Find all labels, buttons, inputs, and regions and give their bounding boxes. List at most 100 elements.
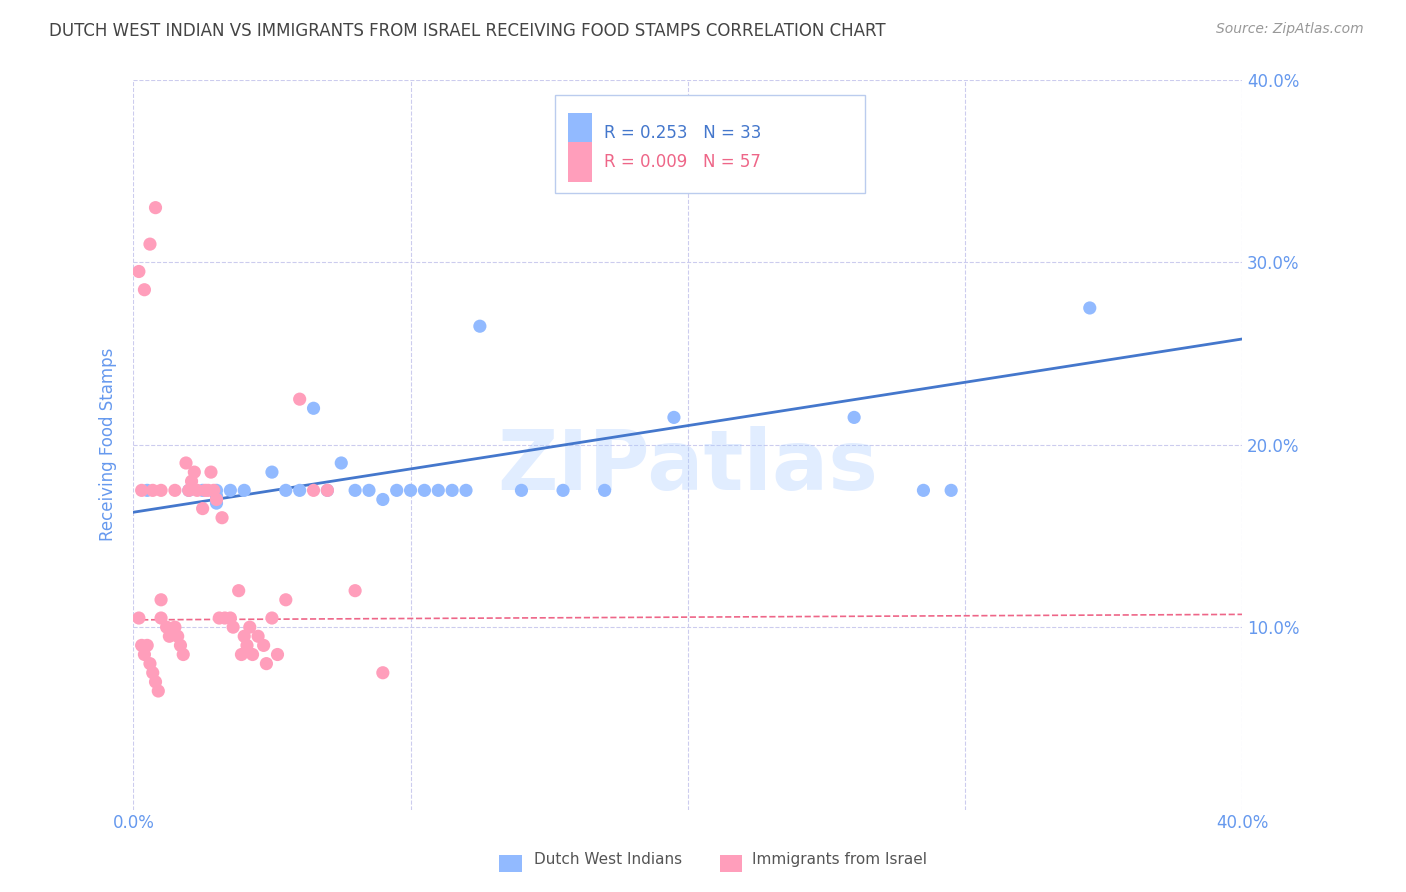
Point — [142, 483, 165, 498]
Point — [239, 620, 262, 634]
Bar — [568, 112, 592, 153]
Point — [344, 583, 367, 598]
Point — [912, 483, 935, 498]
Point — [191, 483, 214, 498]
Point — [174, 456, 197, 470]
Point — [441, 483, 464, 498]
Y-axis label: Receiving Food Stamps: Receiving Food Stamps — [100, 348, 117, 541]
Point — [260, 611, 283, 625]
Point — [136, 639, 159, 653]
Point — [145, 674, 167, 689]
Point — [371, 665, 394, 680]
Point — [288, 483, 311, 498]
Point — [236, 639, 259, 653]
Bar — [568, 142, 592, 182]
Point — [662, 410, 685, 425]
Point — [551, 483, 574, 498]
Point — [468, 319, 491, 334]
Point — [177, 483, 200, 498]
Point — [148, 684, 170, 698]
Point — [150, 611, 173, 625]
Point — [128, 264, 150, 278]
Point — [145, 201, 167, 215]
Point — [344, 483, 367, 498]
Point — [253, 639, 276, 653]
Point — [186, 483, 208, 498]
Point — [169, 639, 191, 653]
Point — [842, 410, 865, 425]
Point — [205, 496, 228, 510]
Point — [385, 483, 408, 498]
Point — [136, 483, 159, 498]
Point — [413, 483, 436, 498]
Point — [247, 629, 270, 643]
Point — [357, 483, 380, 498]
Point — [228, 583, 250, 598]
Point — [222, 620, 245, 634]
Point — [371, 492, 394, 507]
Point — [260, 465, 283, 479]
Text: DUTCH WEST INDIAN VS IMMIGRANTS FROM ISRAEL RECEIVING FOOD STAMPS CORRELATION CH: DUTCH WEST INDIAN VS IMMIGRANTS FROM ISR… — [49, 22, 886, 40]
Point — [219, 483, 242, 498]
Point — [194, 483, 217, 498]
Point — [155, 620, 177, 634]
Point — [593, 483, 616, 498]
Point — [128, 611, 150, 625]
Text: R = 0.253   N = 33: R = 0.253 N = 33 — [603, 124, 761, 142]
Point — [180, 475, 202, 489]
Point — [197, 483, 219, 498]
Point — [205, 492, 228, 507]
Point — [163, 620, 186, 634]
Point — [231, 648, 253, 662]
Point — [205, 483, 228, 498]
Point — [139, 237, 162, 252]
Point — [134, 283, 156, 297]
Point — [142, 665, 165, 680]
Point — [233, 483, 256, 498]
Point — [454, 483, 477, 498]
Point — [183, 465, 205, 479]
Point — [172, 648, 194, 662]
Point — [510, 483, 533, 498]
Point — [274, 483, 297, 498]
Point — [211, 510, 233, 524]
Text: R = 0.009   N = 57: R = 0.009 N = 57 — [603, 153, 761, 171]
Point — [316, 483, 339, 498]
Point — [242, 648, 264, 662]
Point — [399, 483, 422, 498]
Point — [191, 501, 214, 516]
Text: Source: ZipAtlas.com: Source: ZipAtlas.com — [1216, 22, 1364, 37]
Point — [131, 639, 153, 653]
Point — [787, 164, 810, 178]
Point — [266, 648, 288, 662]
Point — [214, 611, 236, 625]
Point — [330, 456, 353, 470]
Point — [1078, 301, 1101, 315]
Point — [131, 483, 153, 498]
Text: Immigrants from Israel: Immigrants from Israel — [752, 852, 927, 867]
Point — [205, 489, 228, 503]
FancyBboxPatch shape — [555, 95, 865, 193]
Text: ZIPatlas: ZIPatlas — [498, 426, 879, 508]
Point — [302, 483, 325, 498]
Point — [274, 592, 297, 607]
Point — [316, 483, 339, 498]
Point — [254, 657, 277, 671]
Point — [219, 611, 242, 625]
Point — [208, 611, 231, 625]
Point — [150, 483, 173, 498]
Text: Dutch West Indians: Dutch West Indians — [534, 852, 682, 867]
Point — [134, 648, 156, 662]
Point — [288, 392, 311, 406]
Point — [177, 483, 200, 498]
Point — [139, 657, 162, 671]
Point — [302, 401, 325, 416]
Point — [939, 483, 962, 498]
Point — [200, 465, 222, 479]
Point — [163, 483, 186, 498]
Point — [233, 629, 256, 643]
Point — [202, 483, 225, 498]
Point — [166, 629, 188, 643]
Point — [427, 483, 450, 498]
Point — [150, 592, 173, 607]
